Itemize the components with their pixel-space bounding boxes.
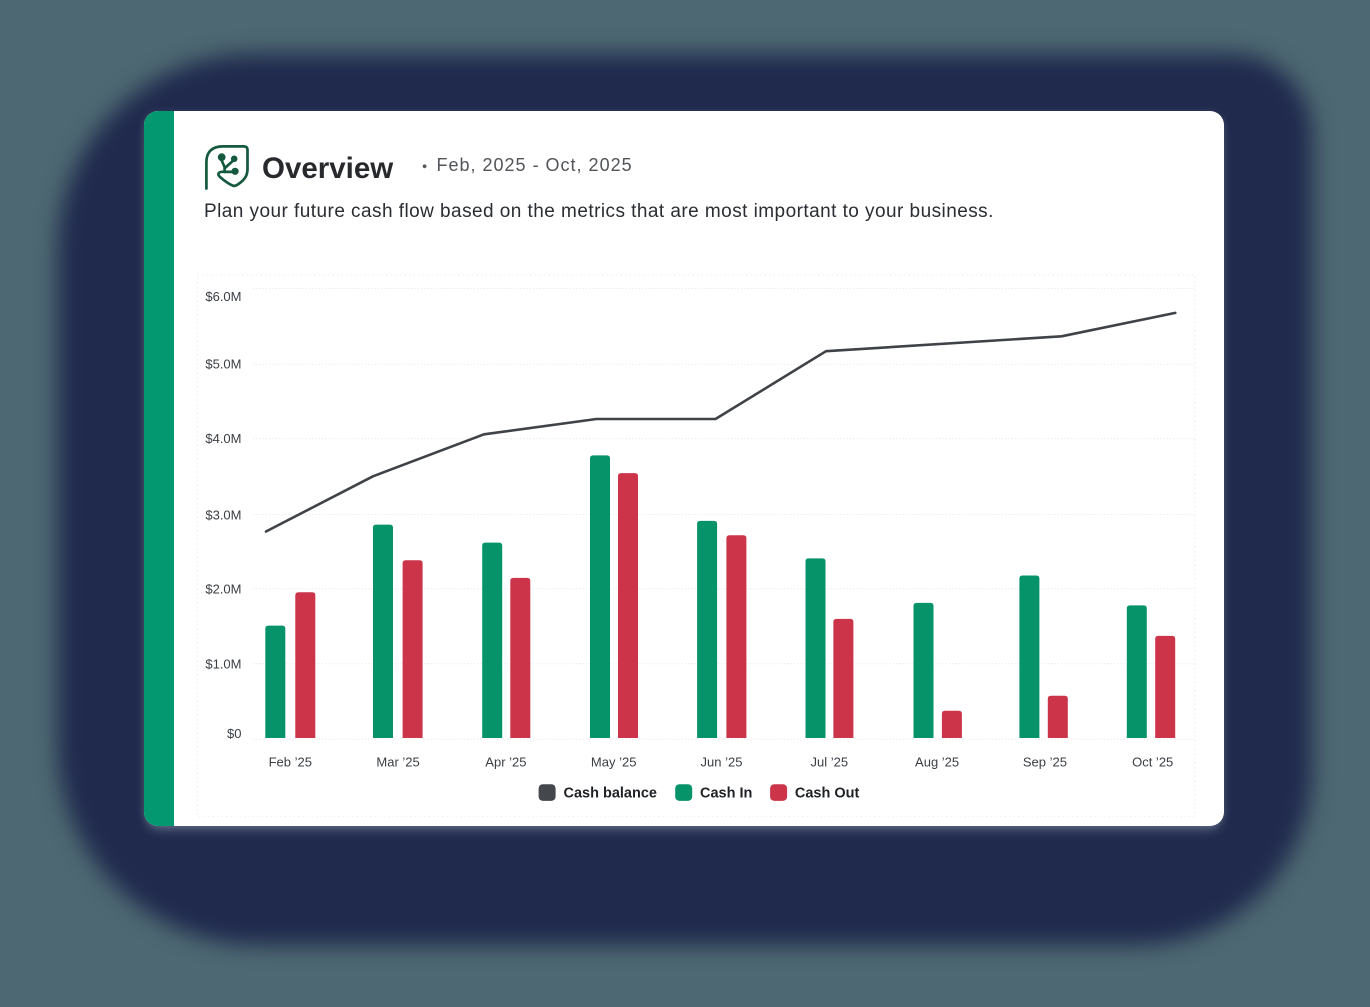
svg-text:$3.0M: $3.0M [205,507,241,522]
svg-text:$5.0M: $5.0M [205,357,241,372]
svg-text:Oct ’25: Oct ’25 [1132,754,1173,769]
svg-text:Cash Out: Cash Out [795,786,860,802]
svg-text:$4.0M: $4.0M [205,431,241,446]
svg-text:$2.0M: $2.0M [205,581,241,596]
svg-text:$6.0M: $6.0M [205,289,241,304]
svg-text:Jun ’25: Jun ’25 [701,754,743,769]
svg-text:Cash balance: Cash balance [564,786,658,802]
svg-text:May ’25: May ’25 [591,754,637,769]
svg-text:Cash In: Cash In [700,786,752,802]
svg-text:$1.0M: $1.0M [205,656,241,671]
svg-text:Feb ’25: Feb ’25 [269,754,312,769]
svg-text:Mar ’25: Mar ’25 [376,754,419,769]
svg-text:Apr ’25: Apr ’25 [485,754,526,769]
svg-text:Jul ’25: Jul ’25 [811,754,849,769]
svg-text:Aug ’25: Aug ’25 [915,754,959,769]
svg-text:Sep ’25: Sep ’25 [1023,754,1067,769]
svg-text:$0: $0 [227,726,241,741]
